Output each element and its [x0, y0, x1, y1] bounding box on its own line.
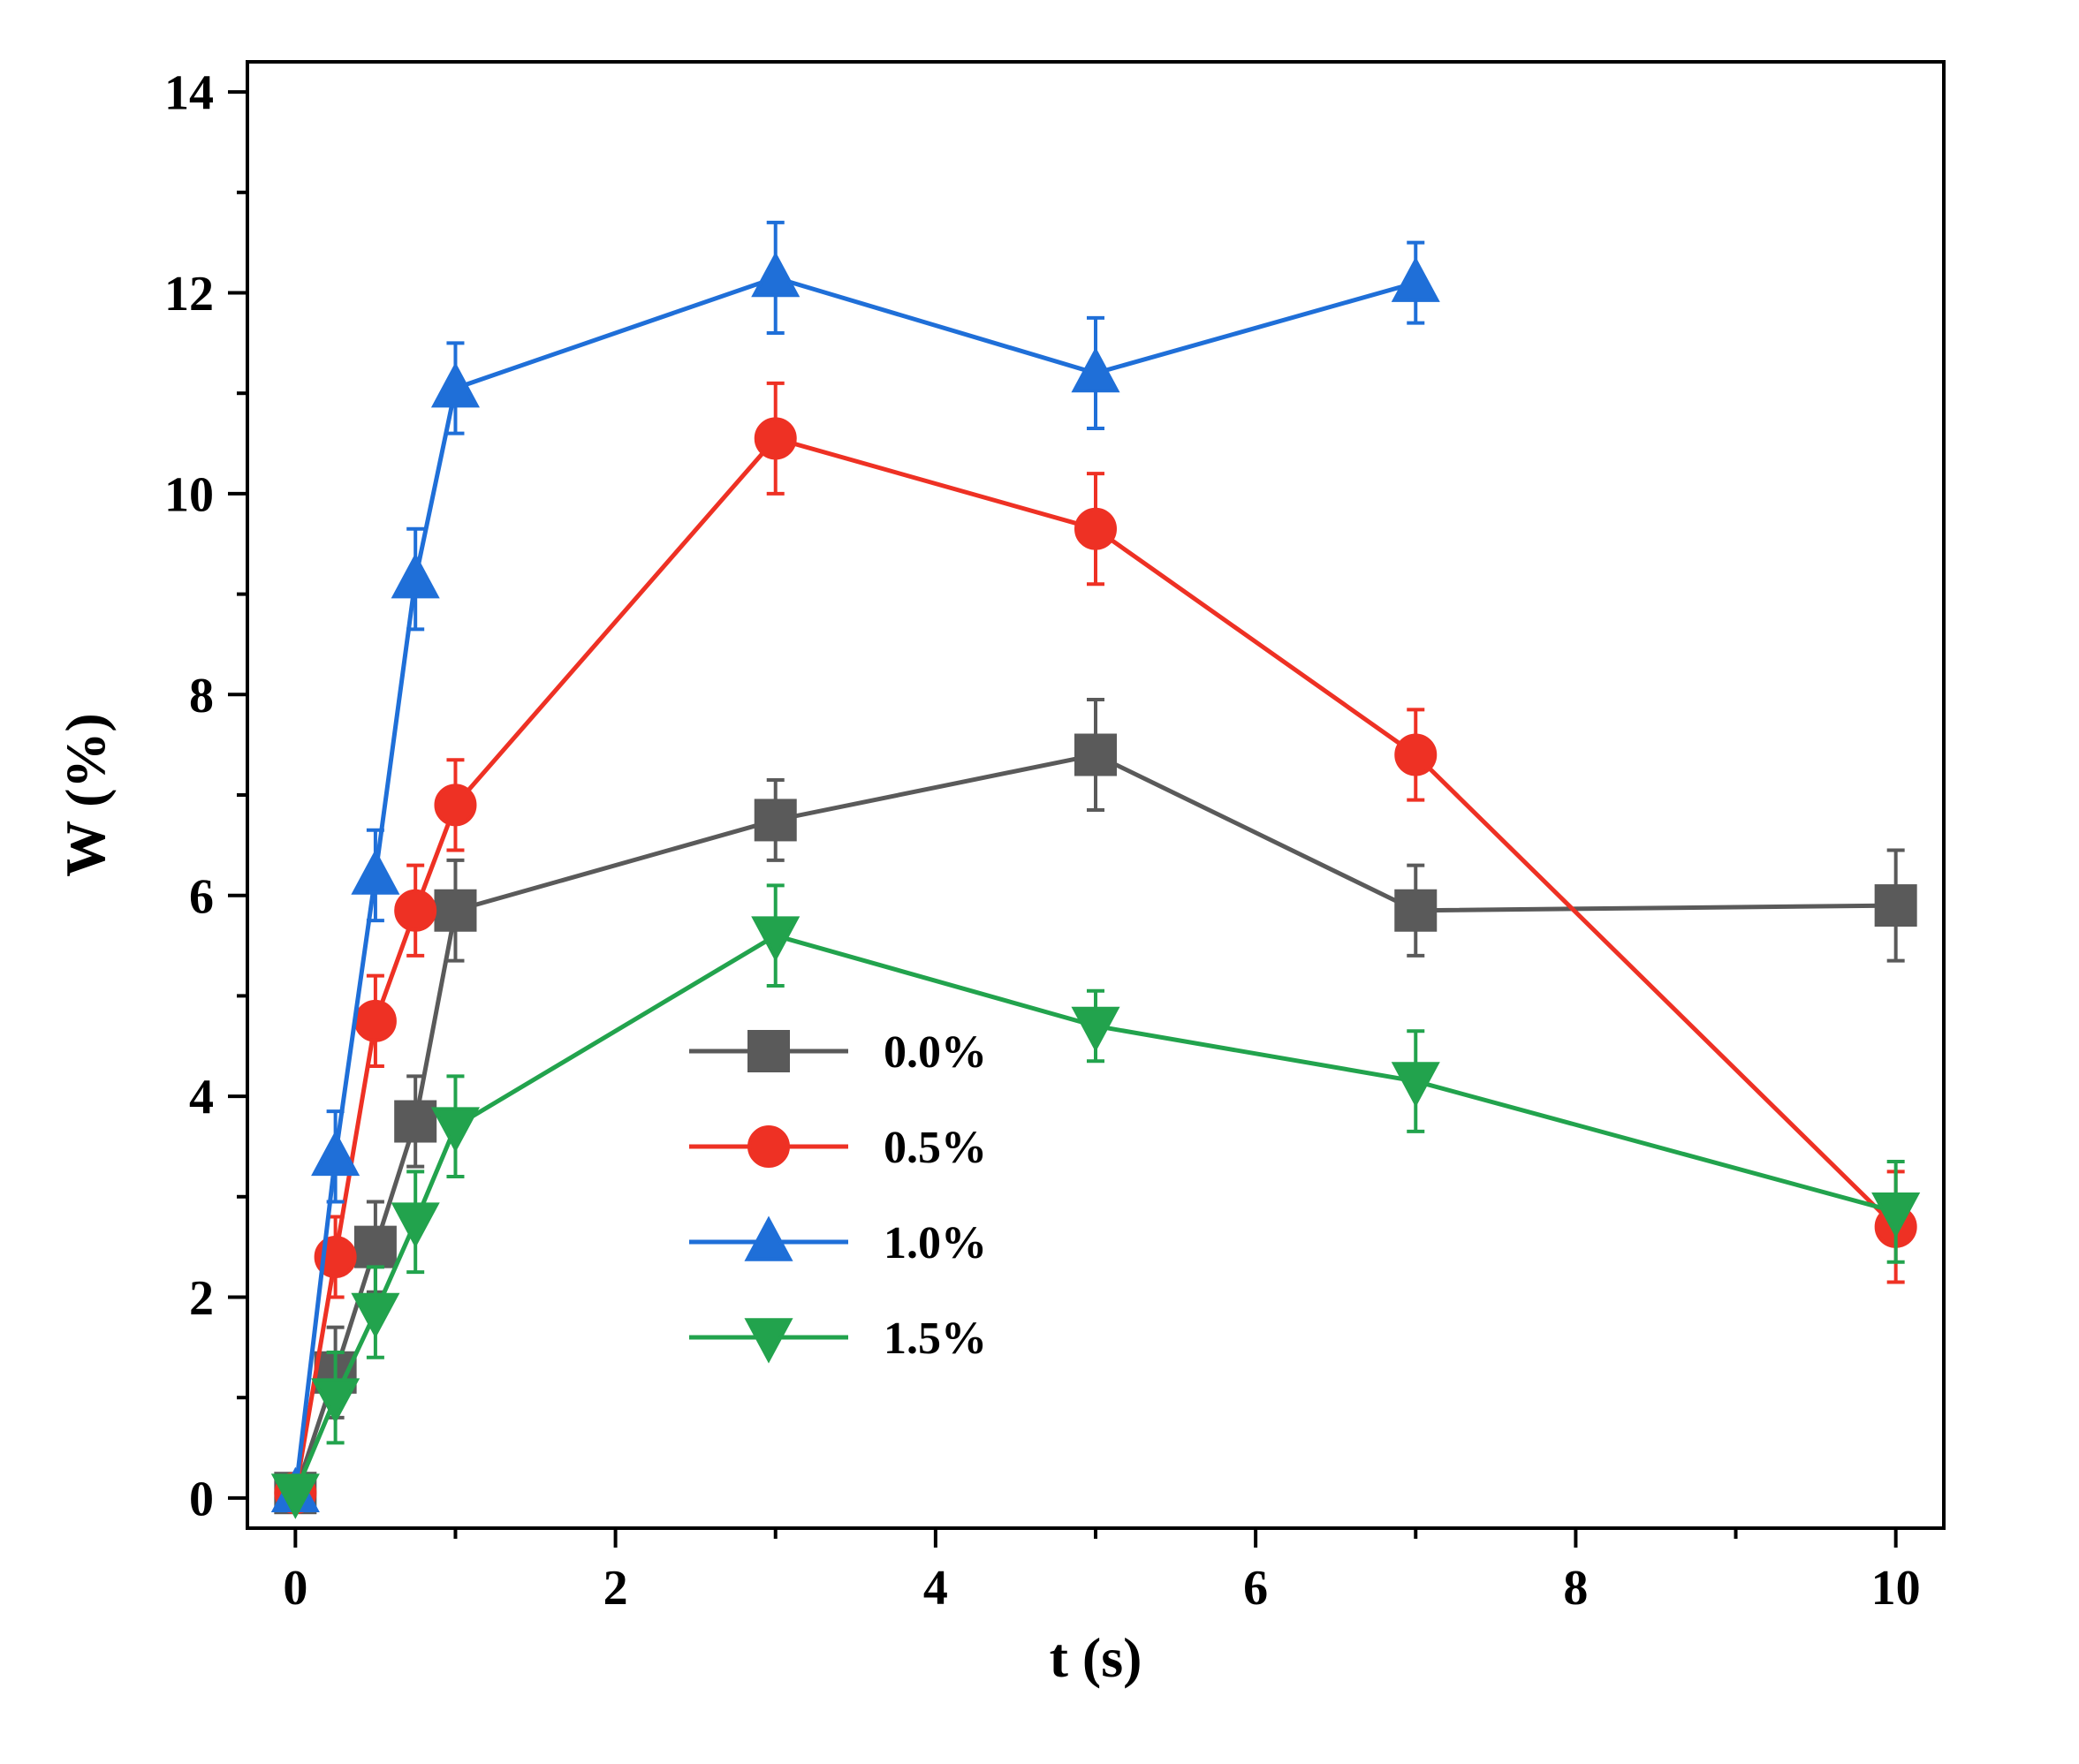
marker-circle: [749, 1127, 788, 1166]
legend-label: 1.5%: [884, 1314, 987, 1364]
legend-label: 0.0%: [884, 1027, 987, 1078]
legend-label: 0.5%: [884, 1123, 987, 1173]
y-axis-label: W (%): [54, 713, 117, 876]
x-tick-label: 6: [1243, 1561, 1268, 1616]
y-tick-label: 6: [189, 869, 214, 924]
y-tick-label: 4: [189, 1071, 214, 1125]
y-tick-label: 12: [164, 267, 214, 322]
marker-circle: [396, 891, 435, 930]
y-tick-label: 14: [164, 66, 214, 121]
marker-circle: [436, 785, 474, 824]
marker-circle: [1076, 510, 1115, 549]
x-tick-label: 8: [1563, 1561, 1588, 1616]
marker-square: [1396, 891, 1435, 930]
y-tick-label: 8: [189, 669, 214, 723]
x-tick-label: 4: [923, 1561, 948, 1616]
marker-square: [1076, 736, 1115, 775]
marker-square: [756, 800, 795, 839]
marker-square: [396, 1102, 435, 1141]
y-tick-label: 0: [189, 1472, 214, 1526]
marker-square: [436, 891, 474, 930]
x-tick-label: 0: [283, 1561, 307, 1616]
y-tick-label: 10: [164, 468, 214, 523]
marker-circle: [1396, 736, 1435, 775]
marker-circle: [356, 1002, 395, 1041]
legend-label: 1.0%: [884, 1218, 987, 1268]
x-axis-label: t (s): [1050, 1626, 1142, 1689]
x-tick-label: 2: [603, 1561, 628, 1616]
marker-square: [1877, 886, 1916, 925]
marker-square: [356, 1228, 395, 1267]
chart-svg: 0 2 4 6 8 10 0 2 4 6 8 10 12 14 t (s) W (%) 0.0% 0.5% 1.0%…: [0, 0, 2079, 1764]
marker-circle: [756, 419, 795, 458]
marker-square: [749, 1032, 788, 1071]
chart-container: 0 2 4 6 8 10 0 2 4 6 8 10 12 14 t (s) W (%) 0.0% 0.5% 1.0%…: [0, 0, 2079, 1764]
x-tick-label: 10: [1871, 1561, 1921, 1616]
y-tick-label: 2: [189, 1271, 214, 1326]
